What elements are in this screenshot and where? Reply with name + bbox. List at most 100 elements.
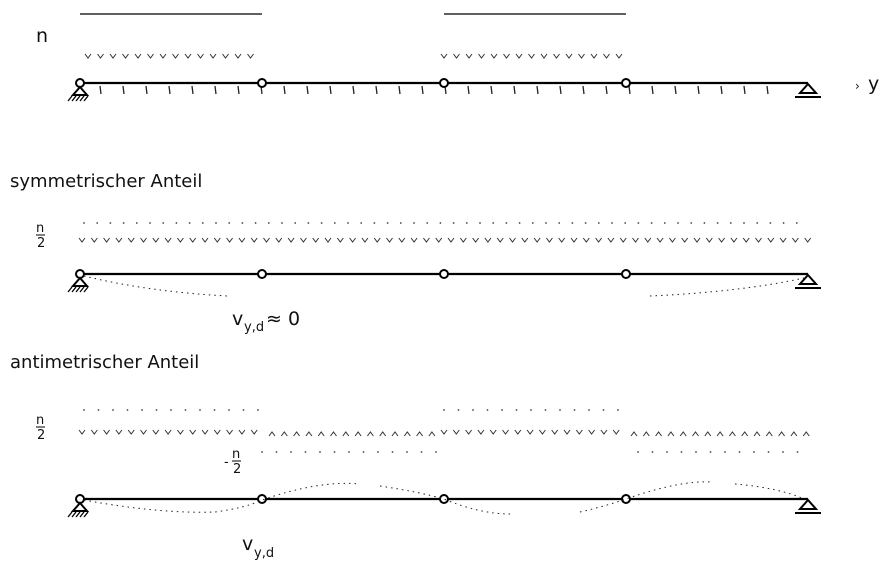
beam-load-tick	[513, 85, 516, 95]
load-dot	[304, 451, 307, 453]
anti-negative-numerator: n	[232, 447, 240, 462]
hinge-icon	[439, 494, 449, 504]
hinge-icon	[257, 78, 267, 88]
load-label-n: n	[36, 25, 48, 47]
beam-ticks-top	[99, 85, 769, 95]
load-arrow-down-icon	[184, 53, 192, 59]
load-arrow-up-icon	[317, 431, 325, 437]
load-arrow-up-icon	[379, 431, 387, 437]
load-arrow-down-icon	[502, 429, 509, 435]
load-arrow-down-icon	[226, 429, 233, 435]
load-arrow-down-icon	[447, 237, 455, 243]
load-dot	[175, 222, 178, 224]
load-arrow-down-icon	[97, 53, 104, 59]
load-arrow-down-icon	[730, 237, 738, 243]
load-dot	[213, 409, 216, 411]
beam-load-tick	[743, 85, 746, 95]
fixed-pin-support-icon	[67, 494, 90, 518]
load-dot	[663, 222, 666, 224]
load-arrow-up-icon	[729, 431, 736, 437]
beam-load-tick	[191, 85, 194, 95]
load-arrow-up-icon	[679, 431, 687, 437]
original-load-case: n › y	[36, 13, 879, 102]
ground-hatch-icon	[67, 95, 73, 102]
load-dot	[769, 222, 772, 224]
load-dot	[695, 451, 697, 453]
load-dot	[391, 451, 394, 453]
load-arrow-down-icon	[78, 429, 86, 435]
load-dot	[531, 222, 534, 224]
load-dot	[199, 409, 201, 411]
pin-triangle-icon	[70, 501, 90, 512]
load-arrow-up-icon	[790, 431, 798, 437]
ground-hatch-icon	[83, 286, 89, 293]
pin-triangle-icon	[70, 276, 90, 287]
load-arrow-up-icon	[630, 431, 638, 437]
load-arrow-down-icon	[90, 237, 98, 243]
load-dot	[709, 451, 712, 453]
beam-load-tick	[283, 85, 286, 95]
load-arrow-down-icon	[84, 53, 92, 59]
load-arrow-down-icon	[742, 237, 750, 243]
load-dot	[188, 222, 191, 224]
load-dot	[795, 222, 798, 224]
ground-hatch-icon	[71, 95, 77, 102]
beam-load-tick	[122, 85, 125, 95]
load-arrow-up-icon	[642, 431, 650, 437]
load-dot	[267, 222, 270, 224]
load-arrow-down-icon	[558, 237, 566, 243]
load-arrow-down-icon	[209, 53, 217, 59]
load-dot	[624, 222, 627, 224]
load-dot	[184, 409, 187, 411]
load-dot	[126, 409, 129, 411]
roller-support-icon	[795, 82, 821, 98]
ground-hatch-icon	[83, 95, 89, 102]
ground-hatch-icon	[79, 511, 85, 518]
ground-hatch-icon	[75, 286, 81, 293]
load-dot	[294, 222, 297, 224]
hinge-icon	[621, 494, 631, 504]
load-dot	[486, 409, 489, 411]
load-arrow-down-icon	[590, 53, 598, 59]
load-dot	[257, 409, 259, 411]
hinge-icon	[439, 78, 449, 88]
load-dot	[373, 222, 376, 224]
load-arrows-top	[84, 53, 623, 59]
load-arrow-down-icon	[423, 237, 430, 243]
load-dot	[360, 222, 363, 224]
load-arrow-up-icon	[704, 431, 712, 437]
load-arrow-up-icon	[741, 431, 749, 437]
load-dot	[406, 451, 408, 453]
load-dot	[97, 409, 100, 411]
anti-negative-sign: -	[224, 455, 229, 470]
anti-load-numerator: n	[36, 413, 44, 428]
load-arrow-down-icon	[515, 53, 523, 59]
beam-load-tick	[421, 85, 424, 95]
load-dot	[558, 222, 561, 224]
load-arrow-down-icon	[201, 237, 209, 243]
load-arrow-down-icon	[767, 237, 775, 243]
load-arrow-up-icon	[367, 431, 374, 437]
load-dot	[492, 222, 495, 224]
load-arrow-down-icon	[109, 53, 117, 59]
pin-triangle-icon	[70, 85, 90, 96]
load-arrow-down-icon	[159, 53, 167, 59]
ground-hatch-icon	[67, 286, 73, 293]
load-arrow-down-icon	[189, 429, 197, 435]
roller-support-icon	[795, 273, 821, 289]
beam-load-tick	[467, 85, 470, 95]
load-arrow-down-icon	[570, 237, 578, 243]
load-dot	[530, 409, 532, 411]
load-arrow-up-icon	[305, 431, 313, 437]
load-arrow-down-icon	[603, 53, 610, 59]
hinge-icon	[257, 494, 267, 504]
load-arrow-down-icon	[147, 53, 154, 59]
beam-load-tick	[651, 85, 654, 95]
load-arrow-down-icon	[656, 237, 664, 243]
load-dot	[782, 222, 785, 224]
load-dot	[756, 222, 759, 224]
beam-load-tick	[398, 85, 401, 95]
load-dot	[515, 409, 518, 411]
load-arrow-down-icon	[222, 53, 229, 59]
load-dot	[170, 409, 172, 411]
